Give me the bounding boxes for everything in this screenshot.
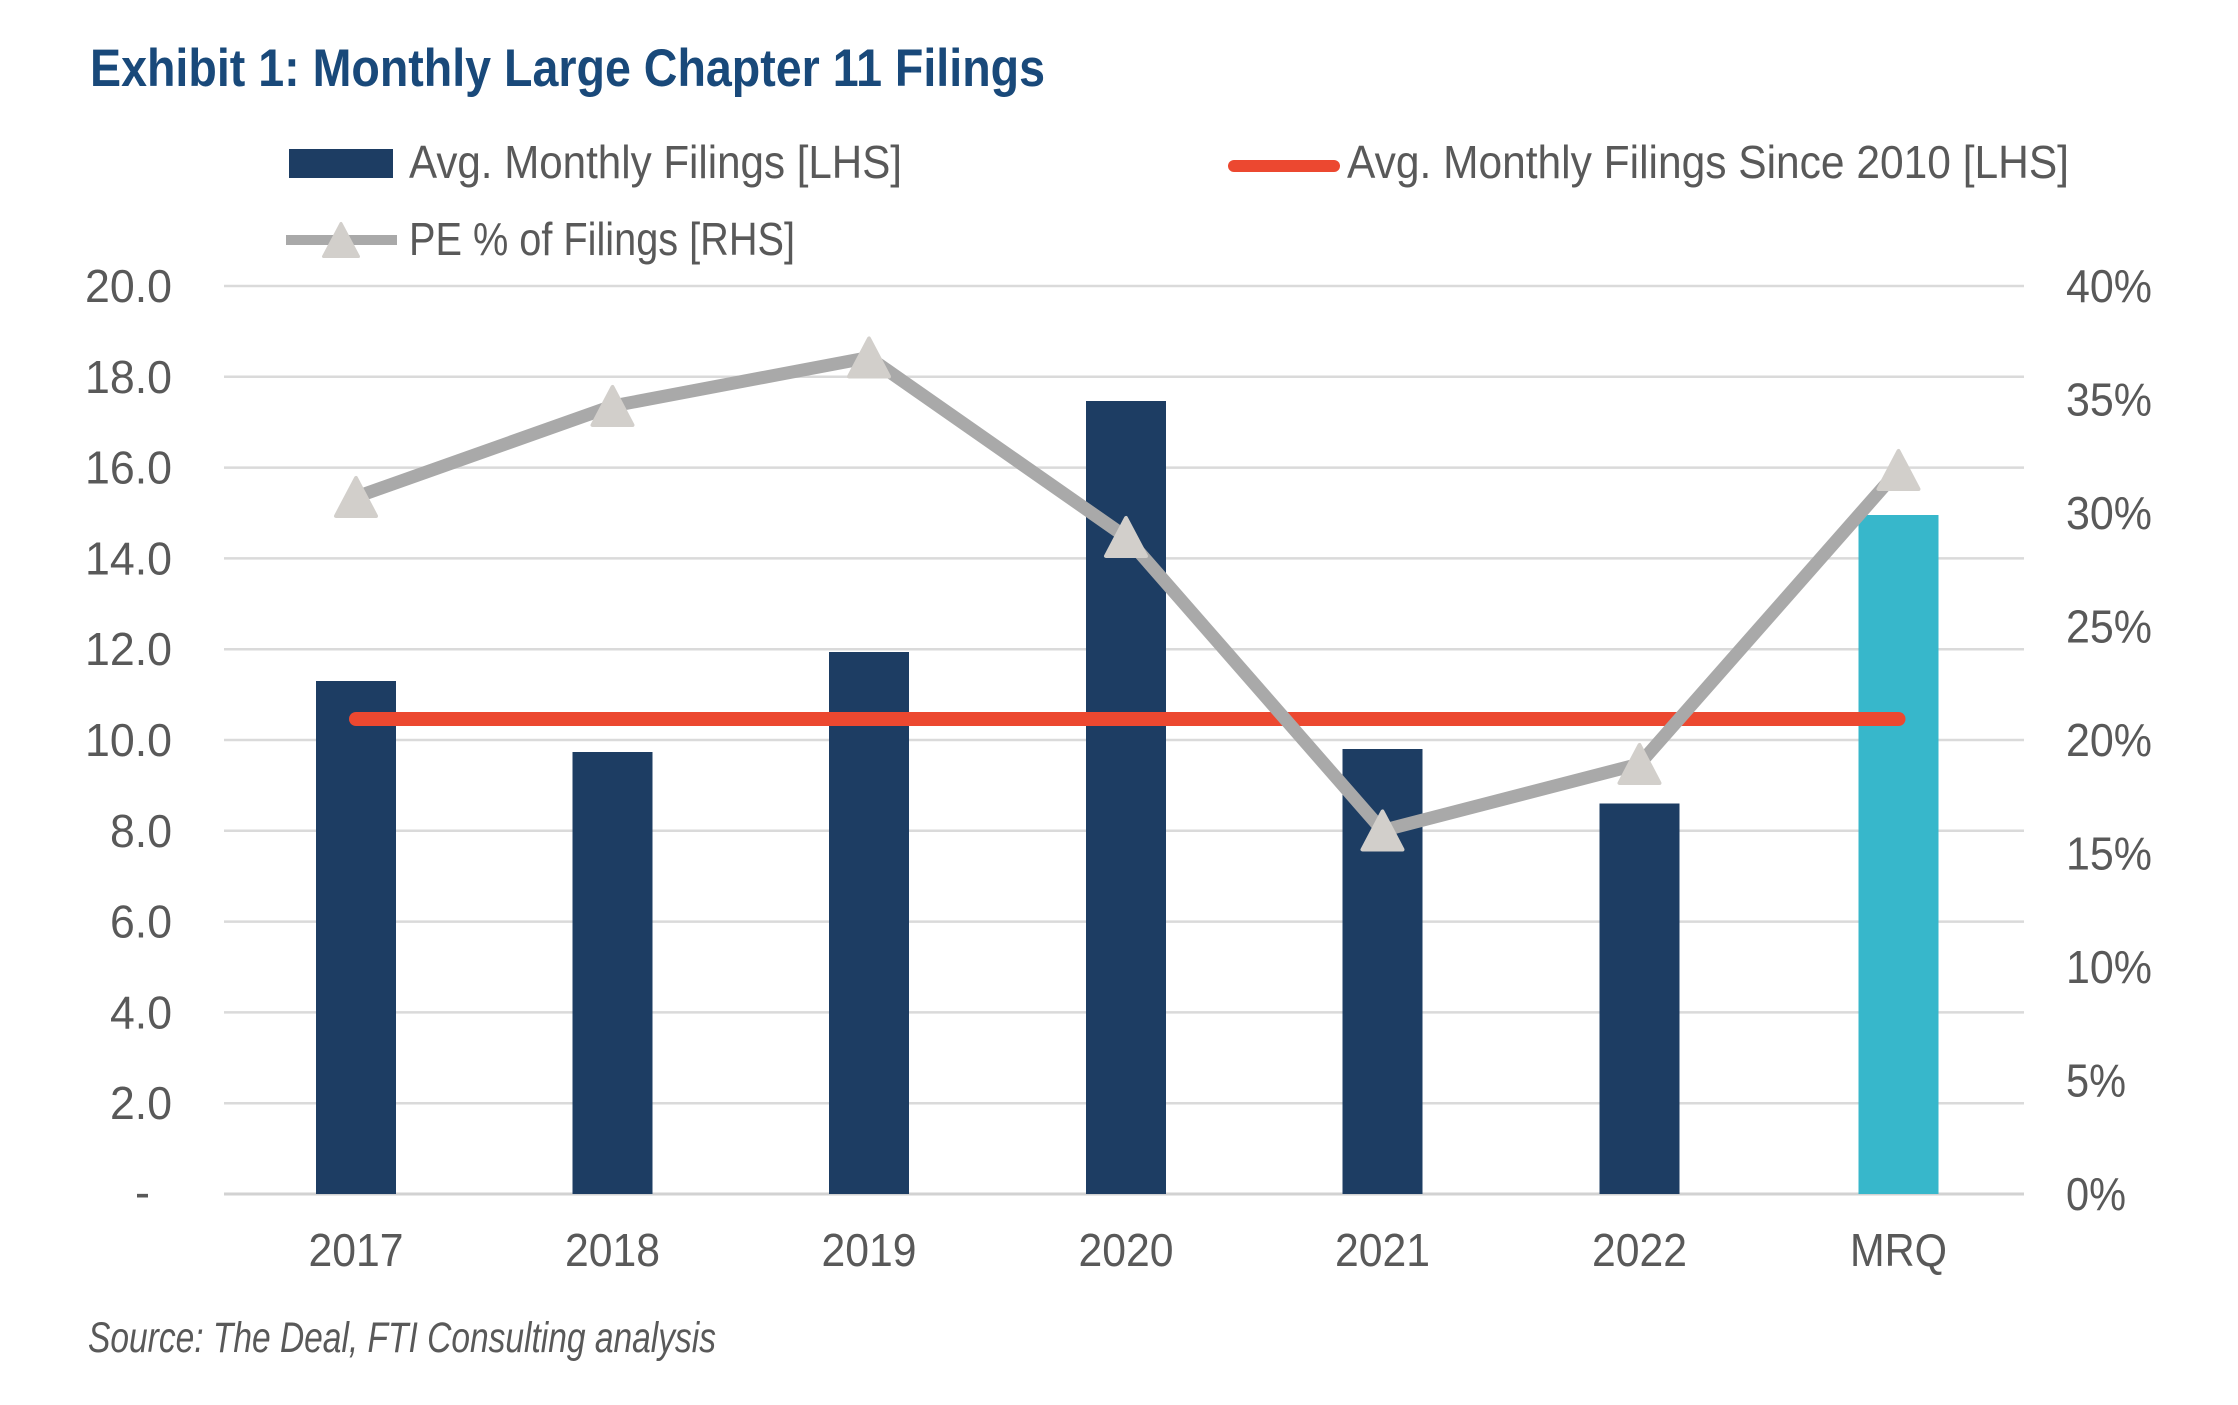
svg-text:15%: 15% <box>2066 828 2152 880</box>
svg-text:10%: 10% <box>2066 941 2152 993</box>
svg-text:2017: 2017 <box>309 1224 404 1276</box>
svg-text:-: - <box>135 1166 150 1218</box>
svg-text:Source: The Deal, FTI Consulti: Source: The Deal, FTI Consulting analysi… <box>88 1314 716 1362</box>
svg-text:0%: 0% <box>2066 1168 2126 1220</box>
svg-text:Avg. Monthly Filings [LHS]: Avg. Monthly Filings [LHS] <box>409 136 902 188</box>
svg-text:14.0: 14.0 <box>85 532 172 584</box>
svg-text:30%: 30% <box>2066 487 2152 539</box>
svg-text:2022: 2022 <box>1592 1224 1687 1276</box>
svg-text:12.0: 12.0 <box>85 623 172 675</box>
svg-text:16.0: 16.0 <box>85 442 172 494</box>
svg-text:4.0: 4.0 <box>110 986 172 1038</box>
svg-text:PE % of Filings [RHS]: PE % of Filings [RHS] <box>409 213 795 265</box>
svg-text:2021: 2021 <box>1335 1224 1430 1276</box>
svg-text:10.0: 10.0 <box>85 714 172 766</box>
svg-text:6.0: 6.0 <box>110 896 172 948</box>
svg-text:2.0: 2.0 <box>110 1077 172 1129</box>
svg-text:35%: 35% <box>2066 374 2152 426</box>
svg-text:20%: 20% <box>2066 714 2152 766</box>
svg-text:MRQ: MRQ <box>1850 1224 1947 1276</box>
svg-text:Exhibit 1: Monthly Large Chapt: Exhibit 1: Monthly Large Chapter 11 Fili… <box>90 39 1045 98</box>
svg-text:8.0: 8.0 <box>110 805 172 857</box>
svg-text:5%: 5% <box>2066 1055 2126 1107</box>
svg-text:2018: 2018 <box>565 1224 660 1276</box>
svg-text:40%: 40% <box>2066 260 2152 312</box>
svg-text:25%: 25% <box>2066 601 2152 653</box>
svg-text:2020: 2020 <box>1079 1224 1174 1276</box>
svg-text:20.0: 20.0 <box>85 260 172 312</box>
svg-text:Avg. Monthly Filings Since 201: Avg. Monthly Filings Since 2010 [LHS] <box>1347 136 2069 188</box>
svg-text:18.0: 18.0 <box>85 351 172 403</box>
svg-text:2019: 2019 <box>822 1224 917 1276</box>
